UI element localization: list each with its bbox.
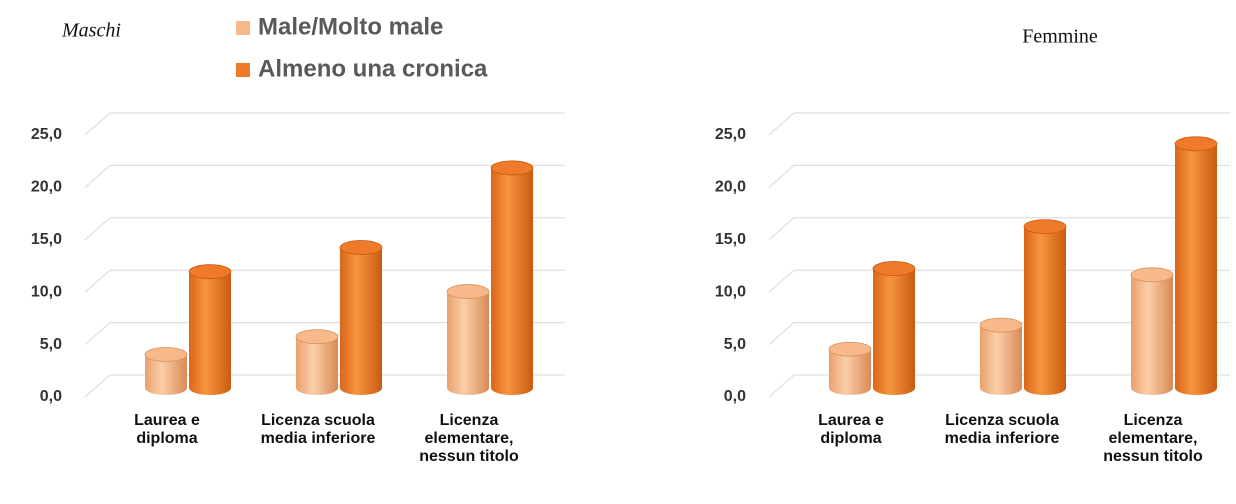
bar (446, 284, 490, 395)
y-tick-label: 5,0 (40, 336, 62, 353)
bar-body (829, 349, 871, 395)
x-tick-label: Licenza elementare, nessun titolo (419, 412, 519, 465)
bar-body (189, 271, 231, 395)
bar-top (446, 284, 490, 299)
bar-body (491, 167, 533, 395)
bar-body (1131, 274, 1173, 395)
y-tick-label: 0,0 (40, 388, 62, 405)
y-tick-label: 20,0 (31, 179, 62, 196)
bar-top (1023, 219, 1067, 235)
bar-top (1174, 136, 1218, 152)
bar-body (1024, 226, 1066, 395)
bar-top (828, 341, 872, 357)
grid-line (768, 374, 1230, 398)
grid-line (84, 322, 565, 345)
grid-line (84, 164, 565, 188)
bar-top (144, 347, 188, 362)
grid-line (768, 164, 1230, 188)
x-tick-label: Laurea e diploma (818, 412, 884, 447)
chart-title: Femmine (1022, 26, 1098, 48)
grid-line (84, 217, 565, 241)
bar-body (980, 325, 1022, 395)
bar (339, 240, 383, 395)
bar (1023, 219, 1067, 395)
grid-line (84, 374, 565, 398)
bar-body (873, 268, 915, 395)
y-tick-label: 10,0 (715, 283, 746, 300)
y-tick-label: 5,0 (724, 336, 746, 353)
legend-swatch (236, 21, 250, 35)
bar (828, 341, 872, 395)
bar-top (490, 160, 534, 176)
legend-swatch (236, 63, 250, 77)
bar-body (1175, 143, 1217, 395)
grid-line (84, 269, 565, 293)
x-tick-label: Licenza scuola media inferiore (260, 412, 376, 447)
bar-body (447, 291, 489, 395)
y-tick-label: 25,0 (715, 126, 746, 143)
y-tick-label: 25,0 (31, 126, 62, 143)
bar-top (1130, 267, 1174, 283)
bar-top (872, 261, 916, 276)
bar-top (295, 329, 339, 345)
x-tick-label: Licenza scuola media inferiore (944, 412, 1060, 447)
bar-top (339, 240, 383, 255)
legend-label: Male/Molto male (258, 13, 443, 40)
y-tick-label: 15,0 (31, 231, 62, 248)
y-tick-label: 0,0 (724, 388, 746, 405)
bar-top (979, 317, 1023, 333)
bar-body (340, 247, 382, 395)
grid-line (768, 269, 1230, 293)
x-tick-label: Licenza elementare, nessun titolo (1103, 412, 1203, 465)
bar (188, 264, 232, 395)
bar-body (145, 354, 187, 395)
grid-line (84, 112, 565, 136)
x-tick-label: Laurea e diploma (134, 412, 200, 447)
chart-title: Maschi (61, 20, 121, 42)
bar (1130, 267, 1174, 395)
bar (490, 160, 534, 395)
grid-line (768, 217, 1230, 241)
grid-line (768, 322, 1230, 345)
legend-label: Almeno una cronica (258, 55, 488, 82)
bar (1174, 136, 1218, 395)
bar (979, 317, 1023, 395)
bar (295, 329, 339, 395)
y-tick-label: 20,0 (715, 179, 746, 196)
bar-top (188, 264, 232, 280)
bar (872, 261, 916, 395)
y-tick-label: 10,0 (31, 283, 62, 300)
grid-line (768, 112, 1230, 136)
bar-body (296, 336, 338, 395)
bar (144, 347, 188, 395)
y-tick-label: 15,0 (715, 231, 746, 248)
